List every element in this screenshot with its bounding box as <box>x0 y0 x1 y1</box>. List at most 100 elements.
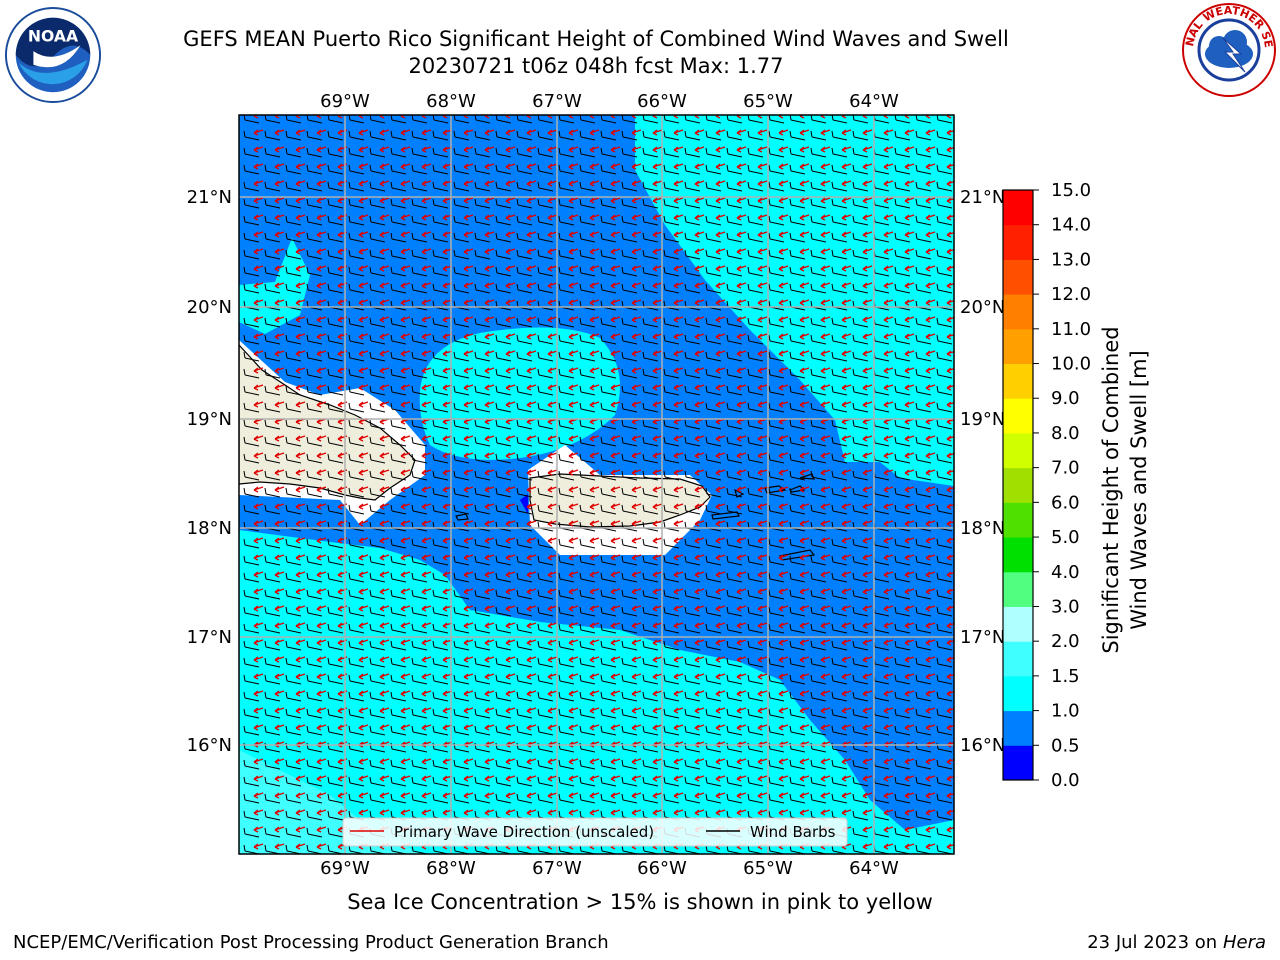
wind-barb <box>831 249 848 260</box>
wind-barb <box>348 691 365 702</box>
wave-direction-arrow <box>673 469 684 476</box>
wave-direction-arrow <box>526 401 537 408</box>
wind-barb <box>726 334 743 345</box>
wave-direction-arrow <box>295 571 306 578</box>
wind-barb <box>390 776 407 787</box>
wind-barb <box>705 691 722 702</box>
wave-direction-arrow <box>316 758 327 765</box>
wind-barb <box>327 776 344 787</box>
wave-direction-arrow <box>295 724 306 731</box>
wave-direction-arrow <box>715 622 726 629</box>
wind-barb <box>411 317 428 328</box>
wave-direction-arrow <box>946 214 954 221</box>
wind-barb <box>768 742 785 753</box>
wave-direction-arrow <box>715 588 726 595</box>
wind-barb <box>411 198 428 209</box>
wind-barb <box>915 538 932 549</box>
wind-barb <box>747 368 764 379</box>
wave-direction-arrow <box>421 571 432 578</box>
wave-direction-arrow <box>841 486 852 493</box>
wind-barb <box>936 606 953 617</box>
wave-direction-arrow <box>421 180 432 187</box>
wave-direction-arrow <box>946 571 954 578</box>
wave-direction-arrow <box>904 537 915 544</box>
wave-direction-arrow <box>778 724 789 731</box>
wave-direction-arrow <box>610 231 621 238</box>
wave-direction-arrow <box>568 248 579 255</box>
wave-direction-arrow <box>715 401 726 408</box>
wave-direction-arrow <box>778 401 789 408</box>
wind-barb <box>369 283 386 294</box>
wave-direction-arrow <box>694 367 705 374</box>
wind-barb <box>684 419 701 430</box>
wind-barb <box>852 453 869 464</box>
wind-barb <box>789 368 806 379</box>
wind-barb <box>348 385 365 396</box>
wave-direction-arrow <box>925 758 936 765</box>
wind-barb <box>432 115 449 124</box>
wind-barb <box>600 334 617 345</box>
wave-direction-arrow <box>862 588 873 595</box>
wind-barb <box>432 759 449 770</box>
wave-direction-arrow <box>778 197 789 204</box>
wind-barb <box>537 640 554 651</box>
wave-direction-arrow <box>484 333 495 340</box>
wind-barb <box>306 181 323 192</box>
wind-barb <box>789 742 806 753</box>
wind-barb <box>831 640 848 651</box>
wave-direction-arrow <box>883 197 894 204</box>
wave-direction-arrow <box>421 724 432 731</box>
wind-barb <box>264 691 281 702</box>
wind-barb <box>600 368 617 379</box>
colorbar-tick-label: 10.0 <box>1051 354 1091 375</box>
wave-direction-arrow <box>610 197 621 204</box>
wave-direction-arrow <box>274 486 285 493</box>
wind-barb <box>348 198 365 209</box>
colorbar-tick-label: 9.0 <box>1051 388 1080 409</box>
wind-barb <box>579 130 596 141</box>
wave-direction-arrow <box>547 129 558 136</box>
wave-direction-arrow <box>379 367 390 374</box>
wind-barb <box>852 742 869 753</box>
wave-direction-arrow <box>904 197 915 204</box>
wave-direction-arrow <box>526 197 537 204</box>
wind-barb <box>306 487 323 498</box>
wave-direction-arrow <box>400 265 411 272</box>
wave-direction-arrow <box>421 554 432 561</box>
wave-direction-arrow <box>316 605 327 612</box>
wave-direction-arrow <box>715 571 726 578</box>
wave-direction-arrow <box>484 707 495 714</box>
wind-barb <box>411 725 428 736</box>
wind-barb <box>726 453 743 464</box>
wind-barb <box>726 742 743 753</box>
wind-barb <box>516 317 533 328</box>
wave-direction-arrow <box>862 554 873 561</box>
wave-direction-arrow <box>400 333 411 340</box>
wind-barb <box>936 181 953 192</box>
wave-direction-arrow <box>610 775 621 782</box>
wave-direction-arrow <box>295 486 306 493</box>
wind-barb <box>726 266 743 277</box>
wave-direction-arrow <box>421 350 432 357</box>
wind-barb <box>348 402 365 413</box>
wave-direction-arrow <box>841 758 852 765</box>
wind-barb <box>726 198 743 209</box>
wind-barb <box>915 215 932 226</box>
wind-barb <box>306 436 323 447</box>
wind-barb <box>600 130 617 141</box>
wind-barb <box>852 385 869 396</box>
wind-barb <box>768 436 785 447</box>
wave-direction-arrow <box>841 231 852 238</box>
wind-barb <box>369 351 386 362</box>
wind-barb <box>810 606 827 617</box>
wind-barb <box>390 266 407 277</box>
wave-direction-arrow <box>610 707 621 714</box>
wave-direction-arrow <box>316 367 327 374</box>
wave-direction-arrow <box>904 384 915 391</box>
wind-barb <box>621 283 638 294</box>
wave-direction-arrow <box>841 520 852 527</box>
wave-direction-arrow <box>736 690 747 697</box>
wave-direction-arrow <box>589 605 600 612</box>
wave-direction-arrow <box>526 554 537 561</box>
wave-direction-arrow <box>736 146 747 153</box>
